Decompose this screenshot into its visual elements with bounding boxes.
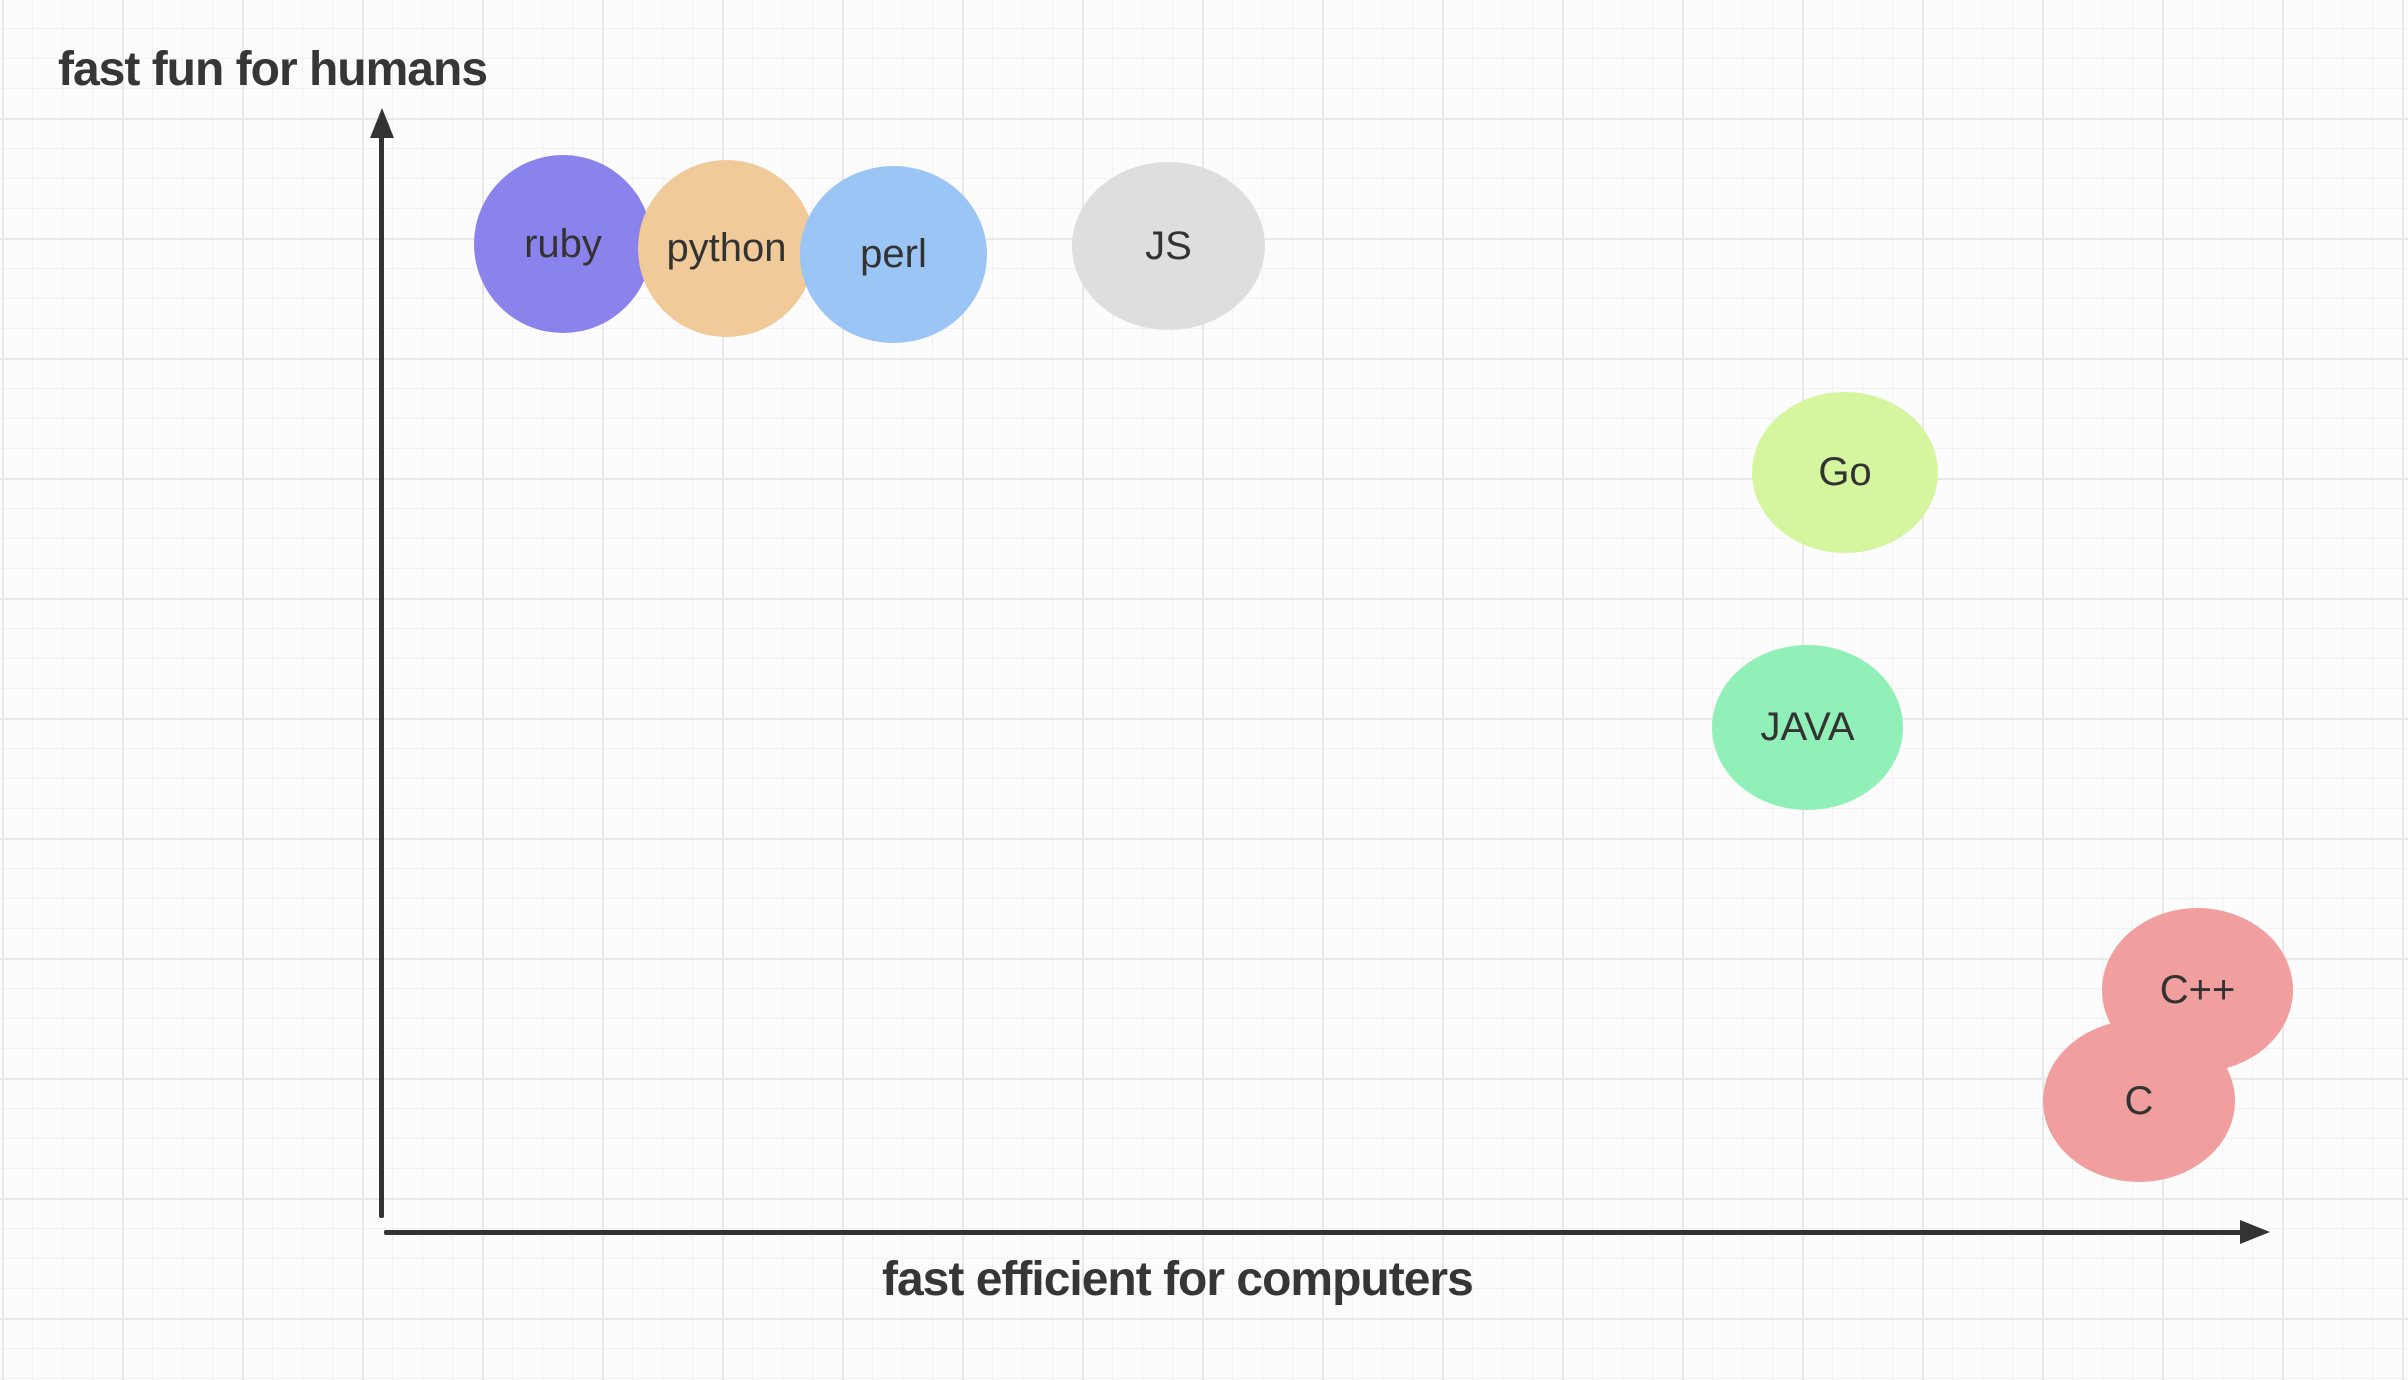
bubble-c[interactable]: C: [2043, 1020, 2235, 1182]
bubble-label: JS: [1145, 223, 1192, 268]
bubble-label: JAVA: [1760, 705, 1855, 749]
x-axis-arrowhead-icon: [2240, 1220, 2270, 1244]
x-axis-label[interactable]: fast efficient for computers: [882, 1253, 1474, 1306]
bubble-label: Go: [1818, 450, 1872, 494]
x-axis-line[interactable]: [384, 1230, 2244, 1235]
bubble-ruby[interactable]: ruby: [474, 155, 652, 333]
bubble-label: ruby: [524, 221, 602, 266]
bubble-label: C++: [2159, 967, 2236, 1012]
y-axis-line[interactable]: [379, 134, 384, 1218]
y-axis-label[interactable]: fast fun for humans: [58, 43, 488, 96]
bubble-java[interactable]: JAVA: [1712, 645, 1903, 810]
y-axis-arrowhead-icon: [370, 108, 394, 138]
bubble-label: perl: [860, 232, 927, 276]
bubble-label: python: [666, 226, 787, 270]
bubble-go[interactable]: Go: [1752, 392, 1938, 553]
bubble-python[interactable]: python: [638, 160, 815, 337]
bubble-label: C: [2124, 1078, 2154, 1123]
bubble-js[interactable]: JS: [1072, 162, 1265, 330]
bubble-perl[interactable]: perl: [800, 166, 987, 343]
